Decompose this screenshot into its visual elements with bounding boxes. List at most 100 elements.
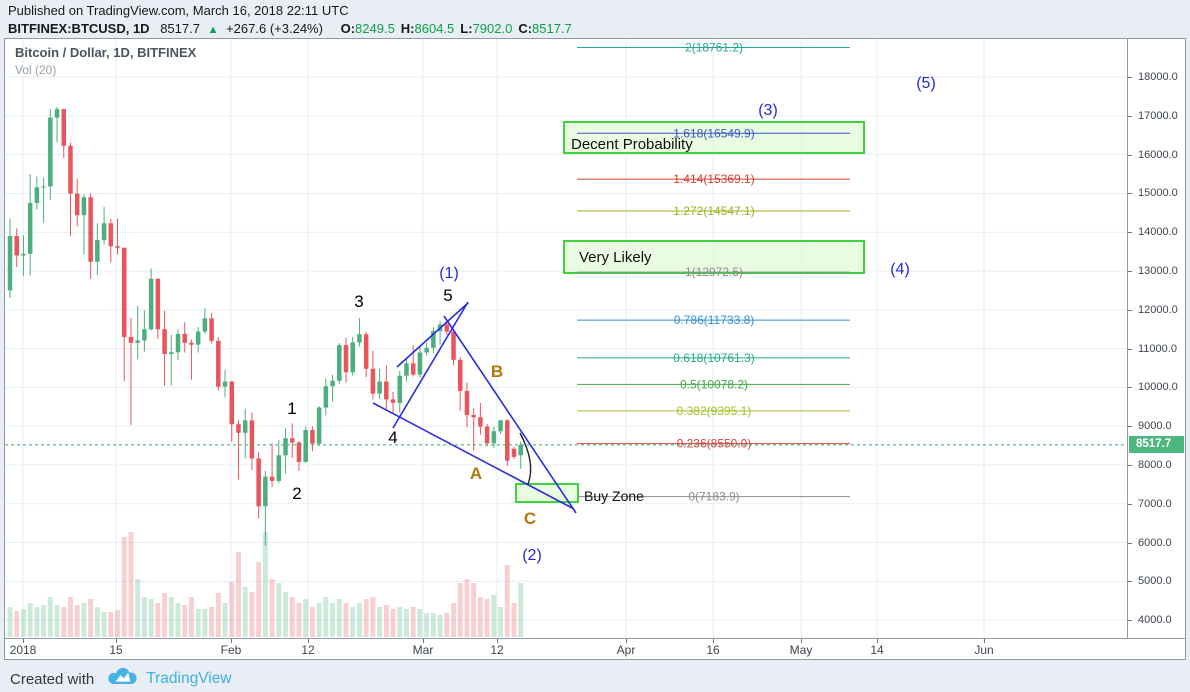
volume-bar — [215, 593, 221, 637]
wave-label: (3) — [758, 102, 778, 119]
ohlc-value: 8517.7 — [532, 21, 572, 36]
volume-bar — [491, 595, 497, 637]
wave-label: 4 — [388, 428, 397, 447]
price-axis-label: 5000.0 — [1138, 575, 1172, 587]
volume-bar — [27, 603, 33, 637]
volume-bar — [303, 599, 309, 637]
price-tick — [1128, 543, 1132, 544]
candle-body — [370, 368, 376, 394]
fib-label: 0.236(8550.0) — [677, 437, 752, 451]
ohlc-key: H: — [400, 21, 415, 36]
volume-bar — [249, 592, 255, 637]
candle-body — [444, 324, 450, 332]
price-tick — [1128, 271, 1132, 272]
volume-bar — [141, 597, 147, 637]
candle-body — [14, 236, 19, 256]
candle-body — [518, 444, 523, 456]
volume-bar — [195, 609, 201, 637]
volume-bar — [256, 562, 262, 637]
last-price: 8517.7 — [160, 21, 200, 36]
volume-bar — [101, 612, 107, 637]
volume-bar — [155, 603, 161, 637]
price-axis-label: 10000.0 — [1138, 381, 1178, 393]
candle-body — [390, 399, 396, 403]
published-text: Published on TradingView.com, March 16, … — [8, 3, 349, 18]
price-tick — [1128, 620, 1132, 621]
volume-bar — [417, 609, 423, 637]
time-axis-label: 12 — [490, 643, 504, 657]
volume-bar — [229, 582, 235, 637]
candle-body — [343, 345, 349, 373]
highlight-zones — [515, 121, 865, 503]
trendline — [372, 402, 575, 510]
volume-bar — [74, 605, 80, 637]
price-axis[interactable]: 18000.0 17000.0 16000.0 15000.0 14000.0 13000… — [1127, 39, 1185, 638]
trendline — [443, 315, 577, 514]
time-tick — [308, 639, 309, 643]
candle-body — [410, 363, 416, 375]
very-likely-zone-label: Very Likely — [579, 249, 652, 266]
decent-probability-zone-label: Decent Probability — [571, 136, 693, 153]
candle-body — [296, 442, 302, 462]
candle-body — [135, 340, 140, 343]
ohlc-key: O: — [340, 21, 356, 36]
time-tick — [231, 639, 232, 643]
volume-bar — [88, 599, 94, 637]
wave-label: 1 — [287, 399, 296, 418]
volume-bar — [67, 597, 73, 637]
volume-bar — [162, 593, 168, 637]
candle-body — [195, 331, 201, 345]
time-axis[interactable]: 2018 15 Feb 12 Mar 12 Apr 16 May 14 Jun — [5, 638, 1185, 659]
volume-bar — [390, 609, 396, 637]
volume-bar — [437, 615, 443, 637]
candle-body — [216, 340, 221, 387]
tradingview-brand-link[interactable]: TradingView — [146, 670, 232, 687]
time-tick — [116, 639, 117, 643]
candle-body — [236, 424, 241, 433]
candle-body — [424, 347, 429, 353]
wave-label: A — [470, 464, 482, 483]
price-tick — [1128, 426, 1132, 427]
candle-body — [88, 197, 93, 262]
candle-body — [256, 458, 261, 507]
candlestick-chart[interactable]: 2(18761.2) 1.618(16549.9) 1.414(15369.1) 1.… — [5, 39, 1127, 638]
volume-bar — [94, 607, 100, 637]
time-tick — [713, 639, 714, 643]
wave-label: B — [491, 362, 503, 381]
price-tick — [1128, 387, 1132, 388]
volume-bar — [296, 603, 302, 637]
time-tick — [984, 639, 985, 643]
ohlc-value: 8604.5 — [414, 21, 455, 36]
volume-bar — [269, 579, 275, 637]
fib-label: 1(12972.5) — [685, 265, 743, 279]
volume-bar — [182, 605, 188, 637]
volume-bar — [168, 597, 174, 637]
candle-body — [169, 352, 174, 355]
volume-bar — [175, 603, 181, 637]
time-axis-label: 16 — [706, 643, 720, 657]
volume-bar — [41, 605, 47, 637]
time-axis-label: 14 — [870, 643, 884, 657]
price-tick — [1128, 116, 1132, 117]
volume-bar — [363, 599, 369, 637]
volume-bar — [121, 537, 127, 637]
candle-body — [142, 329, 147, 341]
volume-bar — [430, 613, 436, 637]
candle-body — [451, 331, 456, 360]
candle-body — [74, 193, 80, 216]
candle-body — [209, 318, 214, 341]
grid-lines — [5, 39, 1127, 638]
volume-bar — [34, 607, 40, 637]
chart-legend: Bitcoin / Dollar, 1D, BITFINEX Vol (20) — [15, 45, 196, 77]
candlestick-series — [7, 106, 523, 546]
price-tick — [1128, 232, 1132, 233]
symbol-bar: BITFINEX:BTCUSD, 1D 8517.7 ▲ +267.6 (+3.… — [0, 19, 1190, 38]
candle-body — [7, 236, 13, 291]
volume-bar — [61, 607, 67, 637]
price-axis-label: 16000.0 — [1138, 149, 1178, 161]
time-axis-label: 2018 — [9, 643, 37, 657]
candle-body — [175, 333, 181, 353]
price-tick — [1128, 77, 1132, 78]
time-axis-label: Apr — [616, 643, 636, 657]
time-tick — [626, 639, 627, 643]
